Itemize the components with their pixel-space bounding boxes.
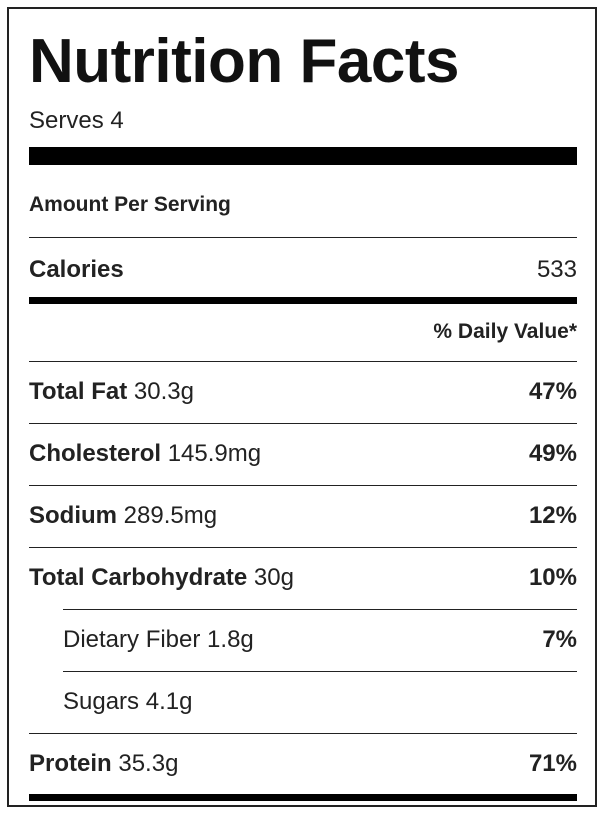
nutrient-row-dietary-fiber: Dietary Fiber 1.8g 7% — [63, 622, 577, 658]
nutrient-row-sodium: Sodium 289.5mg 12% — [29, 498, 577, 534]
medium-divider — [29, 297, 577, 304]
nutrient-name: Total Fat — [29, 378, 128, 405]
nutrient-name: Sugars — [63, 688, 140, 715]
nutrient-dv: 71% — [528, 750, 577, 777]
nutrient-amount: 145.9mg — [167, 440, 262, 467]
nutrient-amount: 4.1g — [145, 688, 193, 715]
nutrient-name: Sodium — [29, 502, 117, 529]
thick-divider-bottom — [29, 794, 577, 801]
nutrient-dv: 7% — [542, 626, 577, 653]
nutrient-amount: 30g — [253, 564, 294, 591]
nutrient-row-total-fat: Total Fat 30.3g 47% — [29, 374, 577, 410]
nutrient-name: Protein — [29, 750, 112, 777]
nutrient-name: Total Carbohydrate — [29, 564, 248, 591]
calories-value: 533 — [536, 256, 577, 283]
nutrient-amount: 35.3g — [118, 750, 179, 777]
divider — [29, 237, 577, 238]
nutrient-row-total-carbohydrate: Total Carbohydrate 30g 10% — [29, 560, 577, 596]
nutrient-dv: 49% — [528, 440, 577, 467]
calories-label: Calories — [29, 256, 124, 283]
divider — [29, 733, 577, 734]
thick-divider-top — [29, 147, 577, 165]
divider — [63, 609, 577, 610]
nutrient-name: Dietary Fiber — [63, 626, 201, 653]
nutrient-name: Cholesterol — [29, 440, 162, 467]
divider — [29, 547, 577, 548]
nutrient-row-cholesterol: Cholesterol 145.9mg 49% — [29, 436, 577, 472]
amount-per-serving-label: Amount Per Serving — [29, 193, 231, 216]
nutrient-dv: 47% — [528, 378, 577, 405]
nutrient-row-protein: Protein 35.3g 71% — [29, 746, 577, 782]
serves-text: Serves 4 — [29, 107, 124, 134]
nutrient-dv: 12% — [528, 502, 577, 529]
amount-per-serving-row: Amount Per Serving — [29, 191, 577, 219]
nutrient-amount: 1.8g — [207, 626, 254, 653]
divider — [63, 671, 577, 672]
daily-value-header-row: % Daily Value* — [29, 318, 577, 346]
divider — [29, 361, 577, 362]
nutrient-row-sugars: Sugars 4.1g — [63, 684, 577, 720]
nutrient-dv: 10% — [528, 564, 577, 591]
label-title: Nutrition Facts — [29, 27, 459, 96]
divider — [29, 423, 577, 424]
nutrient-amount: 30.3g — [133, 378, 194, 405]
calories-row: Calories 533 — [29, 252, 577, 288]
divider — [29, 485, 577, 486]
nutrient-amount: 289.5mg — [123, 502, 218, 529]
daily-value-header: % Daily Value* — [433, 320, 577, 343]
nutrition-label: Nutrition Facts Serves 4 Amount Per Serv… — [7, 7, 597, 807]
